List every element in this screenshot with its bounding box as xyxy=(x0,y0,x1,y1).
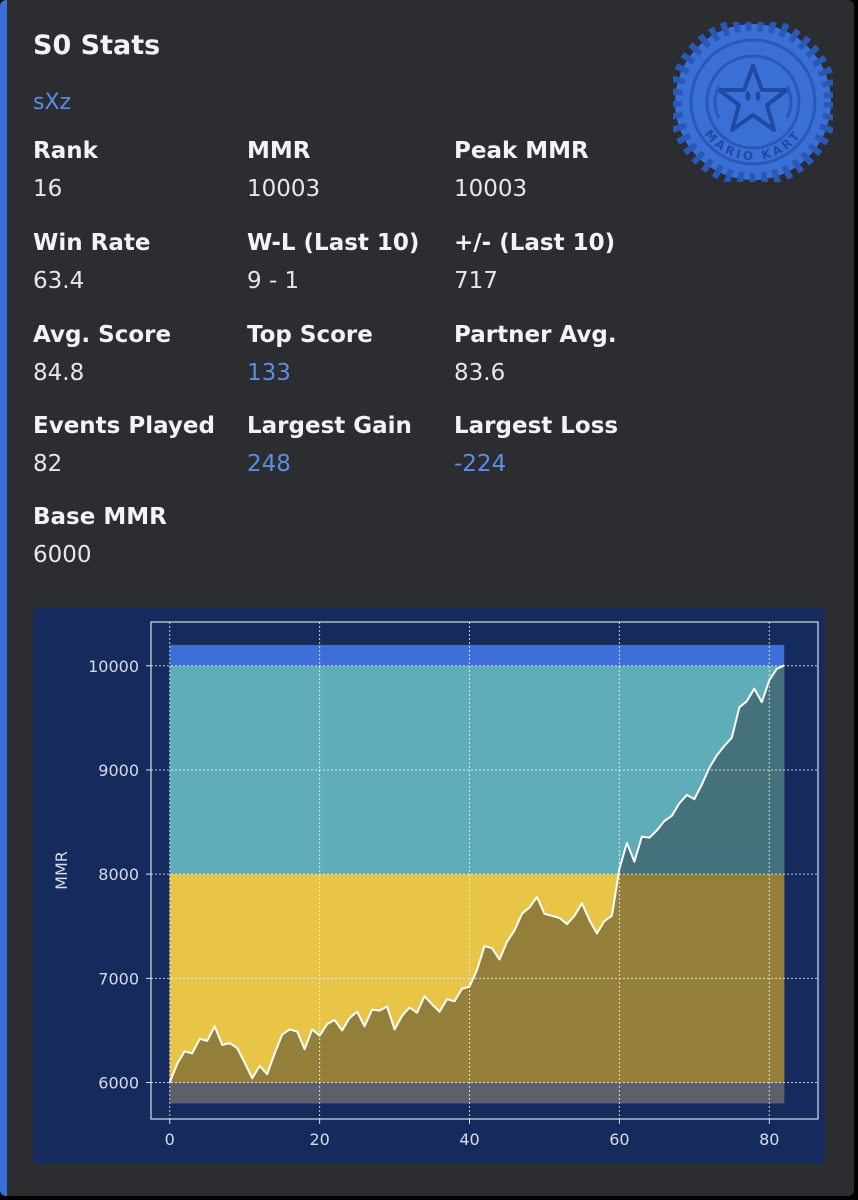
stat-label: Win Rate xyxy=(33,230,151,256)
stat-field: Peak MMR 10003 xyxy=(454,138,589,202)
stat-value: 10003 xyxy=(454,176,528,202)
stat-field: Base MMR 6000 xyxy=(33,504,167,568)
y-tick-label: 10000 xyxy=(88,657,139,676)
stat-field: Largest Gain 248 xyxy=(247,413,412,477)
stat-field: MMR 10003 xyxy=(247,138,320,202)
mario-kart-star-emblem-icon: MARIO KART xyxy=(673,22,833,182)
mmr-area-fill xyxy=(169,665,785,1104)
embed-title: S0 Stats xyxy=(33,30,161,61)
x-tick-label: 80 xyxy=(759,1130,779,1149)
x-tick-label: 0 xyxy=(165,1130,175,1149)
y-axis-label: MMR xyxy=(52,851,71,890)
stat-label: Base MMR xyxy=(33,504,167,530)
stat-field: +/- (Last 10) 717 xyxy=(454,230,615,294)
stat-label: Peak MMR xyxy=(454,138,589,164)
stat-label: Avg. Score xyxy=(33,322,172,348)
mmr-history-chart: 0 20 40 60 80 6000 7000 8000 9000 10000 MMR xyxy=(33,608,825,1164)
stat-label: W-L (Last 10) xyxy=(247,230,420,256)
stat-label: Rank xyxy=(33,138,98,164)
y-tick-label: 6000 xyxy=(98,1074,139,1093)
stat-value[interactable]: -224 xyxy=(454,451,507,477)
stat-label: +/- (Last 10) xyxy=(454,230,616,256)
stat-value: 10003 xyxy=(247,176,321,202)
stat-label: Largest Gain xyxy=(247,413,412,439)
stat-value[interactable]: 133 xyxy=(247,360,291,386)
y-tick-label: 7000 xyxy=(98,969,139,988)
stat-field: Events Played 82 xyxy=(33,413,215,477)
x-tick-label: 60 xyxy=(609,1130,629,1149)
x-tick-label: 40 xyxy=(459,1130,479,1149)
stat-value: 63.4 xyxy=(33,268,85,294)
mmr-series-line xyxy=(168,664,785,1083)
stat-value[interactable]: 248 xyxy=(247,451,291,477)
mmr-rank-band xyxy=(169,1082,785,1104)
stat-label: Top Score xyxy=(247,322,373,348)
stat-label: MMR xyxy=(247,138,311,164)
stat-value: 9 - 1 xyxy=(247,268,300,294)
stat-value: 16 xyxy=(33,176,63,202)
stat-field: Largest Loss -224 xyxy=(454,413,618,477)
y-tick-label: 9000 xyxy=(98,761,139,780)
x-tick-label: 20 xyxy=(309,1130,329,1149)
player-name-link[interactable]: sXz xyxy=(33,90,72,115)
stat-label: Partner Avg. xyxy=(454,322,617,348)
stat-value: 84.8 xyxy=(33,360,85,386)
stat-field: Rank 16 xyxy=(33,138,98,202)
stat-value: 83.6 xyxy=(454,360,506,386)
stat-value: 82 xyxy=(33,451,63,477)
stat-value: 717 xyxy=(454,268,498,294)
stat-field: Avg. Score 84.8 xyxy=(33,322,171,386)
stat-label: Events Played xyxy=(33,413,215,439)
stat-field: W-L (Last 10) 9 - 1 xyxy=(247,230,419,294)
y-tick-label: 8000 xyxy=(98,865,139,884)
mmr-chart-svg: 0 20 40 60 80 6000 7000 8000 9000 10000 MMR xyxy=(33,608,825,1164)
stat-value: 6000 xyxy=(33,542,92,568)
mmr-rank-band xyxy=(169,644,785,666)
stat-field: Win Rate 63.4 xyxy=(33,230,150,294)
stat-label: Largest Loss xyxy=(454,413,619,439)
stat-field: Partner Avg. 83.6 xyxy=(454,322,617,386)
stat-field: Top Score 133 xyxy=(247,322,373,386)
